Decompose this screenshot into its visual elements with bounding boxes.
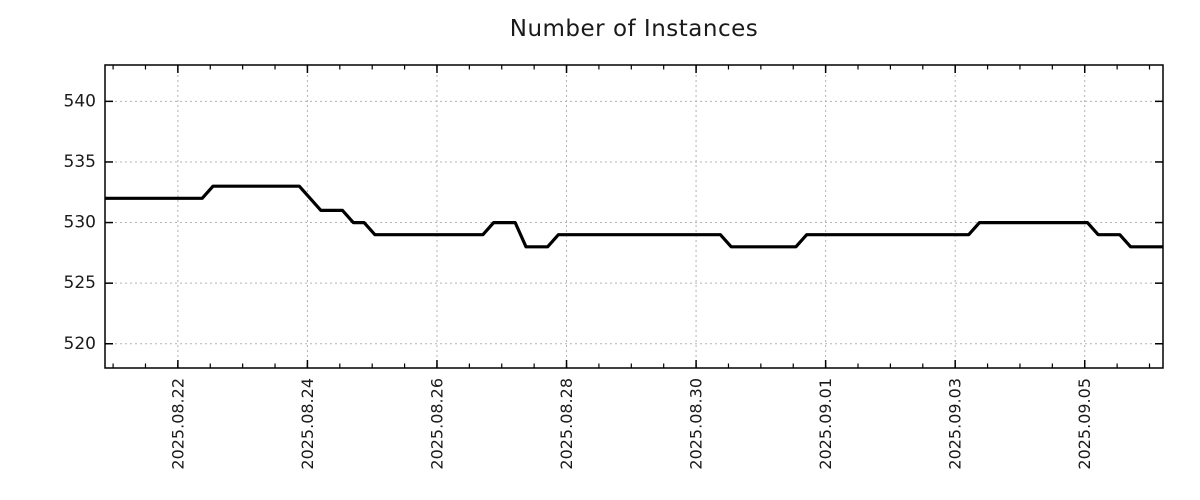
x-tick-label: 2025.09.01: [816, 378, 835, 470]
y-tick-label: 540: [64, 91, 96, 111]
x-tick-labels: 2025.08.22 2025.08.24 2025.08.26 2025.08.28…: [168, 378, 1094, 470]
y-tick-labels: 520 525 530 535 540: [64, 91, 96, 353]
series-line-instances: [105, 184, 1163, 249]
y-tick-label: 535: [64, 152, 96, 172]
major-ticks: [105, 65, 1163, 368]
x-tick-label: 2025.08.30: [687, 378, 706, 470]
y-tick-label: 520: [64, 334, 96, 354]
x-tick-label: 2025.09.03: [946, 378, 965, 470]
y-tick-label: 525: [64, 273, 96, 293]
x-tick-label: 2025.08.28: [557, 378, 576, 470]
plot-border: [104, 64, 1164, 369]
x-tick-label: 2025.09.05: [1075, 378, 1094, 470]
x-tick-label: 2025.08.26: [428, 378, 447, 470]
grid-lines: [105, 65, 1163, 368]
x-minor-ticks: [112, 65, 1151, 368]
x-tick-label: 2025.08.24: [298, 378, 317, 470]
y-tick-label: 530: [64, 213, 96, 233]
x-tick-label: 2025.08.22: [168, 378, 187, 470]
chart-title: Number of Instances: [509, 16, 759, 42]
